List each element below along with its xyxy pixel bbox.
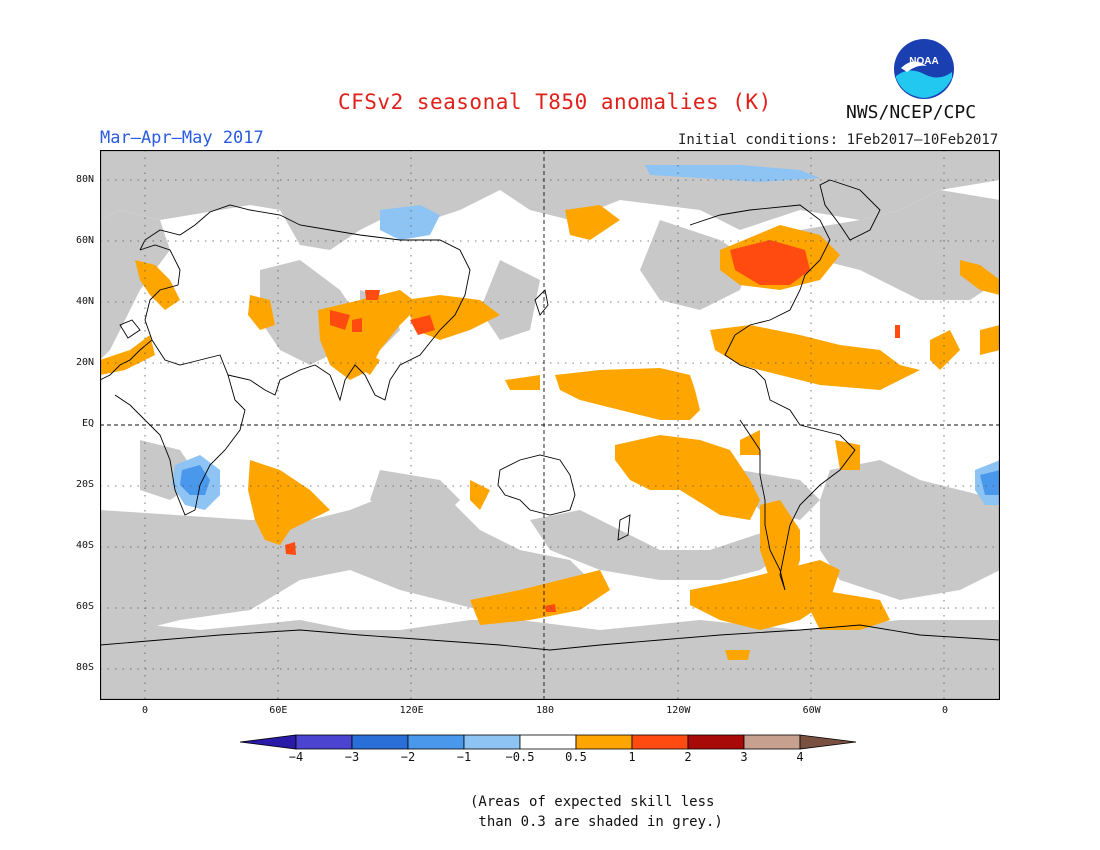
colorbar-swatch — [240, 734, 297, 750]
colorbar-label: −1 — [456, 750, 472, 764]
latitude-label: 40S — [75, 540, 94, 551]
colorbar-swatch — [687, 734, 745, 750]
latitude-label: 20S — [75, 479, 94, 490]
colorbar-swatch — [463, 734, 521, 750]
colorbar-swatch — [799, 734, 857, 750]
cool-anomalies — [172, 165, 1000, 510]
colorbar-label: 2 — [684, 750, 692, 764]
equator-dateline — [100, 150, 1000, 700]
colorbar-label: 0.5 — [565, 750, 587, 764]
graticule — [100, 150, 1000, 700]
agency-label: NWS/NCEP/CPC — [846, 102, 977, 123]
latitude-label: 60N — [75, 235, 94, 246]
longitude-label: 120E — [399, 705, 424, 716]
coastlines — [100, 179, 1000, 651]
noaa-logo: NOAA — [894, 39, 954, 99]
colorbar-label: −4 — [288, 750, 304, 764]
longitude-label: 180 — [535, 705, 555, 716]
colorbar-swatch — [519, 734, 577, 750]
latitude-label: 20N — [75, 357, 94, 368]
warm-anomaly-1-to-2 — [285, 240, 900, 612]
colorbar-label: 3 — [740, 750, 748, 764]
colorbar-label: 1 — [628, 750, 636, 764]
colorbar-swatch — [295, 734, 353, 750]
colorbar-swatch — [407, 734, 465, 750]
world-map — [100, 150, 1000, 700]
latitude-label: 80N — [75, 174, 94, 185]
longitude-label: 120W — [666, 705, 691, 716]
colorbar-label: −2 — [400, 750, 416, 764]
longitude-label: 60E — [269, 705, 288, 716]
season-label: Mar–Apr–May 2017 — [100, 128, 264, 148]
logo-text: NOAA — [909, 56, 938, 67]
latitude-label: 60S — [75, 601, 94, 612]
latitude-label: 40N — [75, 296, 94, 307]
map-title: CFSv2 seasonal T850 anomalies (K) — [338, 90, 772, 114]
longitude-label: 60W — [802, 705, 821, 716]
colorbar-swatch — [631, 734, 689, 750]
latitude-label: EQ — [81, 418, 94, 429]
colorbar-label: −0.5 — [505, 750, 535, 764]
colorbar-swatch — [351, 734, 409, 750]
longitude-label: 0 — [941, 705, 949, 716]
skill-note: (Areas of expected skill less than 0.3 a… — [470, 794, 723, 830]
initial-conditions-label: Initial conditions: 1Feb2017–10Feb2017 — [678, 132, 999, 148]
map-frame — [100, 150, 1000, 700]
latitude-label: 80S — [75, 662, 94, 673]
colorbar-swatch — [575, 734, 633, 750]
colorbar-label: 4 — [796, 750, 804, 764]
colorbar-label: −3 — [344, 750, 360, 764]
colorbar-swatch — [743, 734, 801, 750]
longitude-label: 0 — [141, 705, 149, 716]
colorbar — [240, 734, 857, 750]
